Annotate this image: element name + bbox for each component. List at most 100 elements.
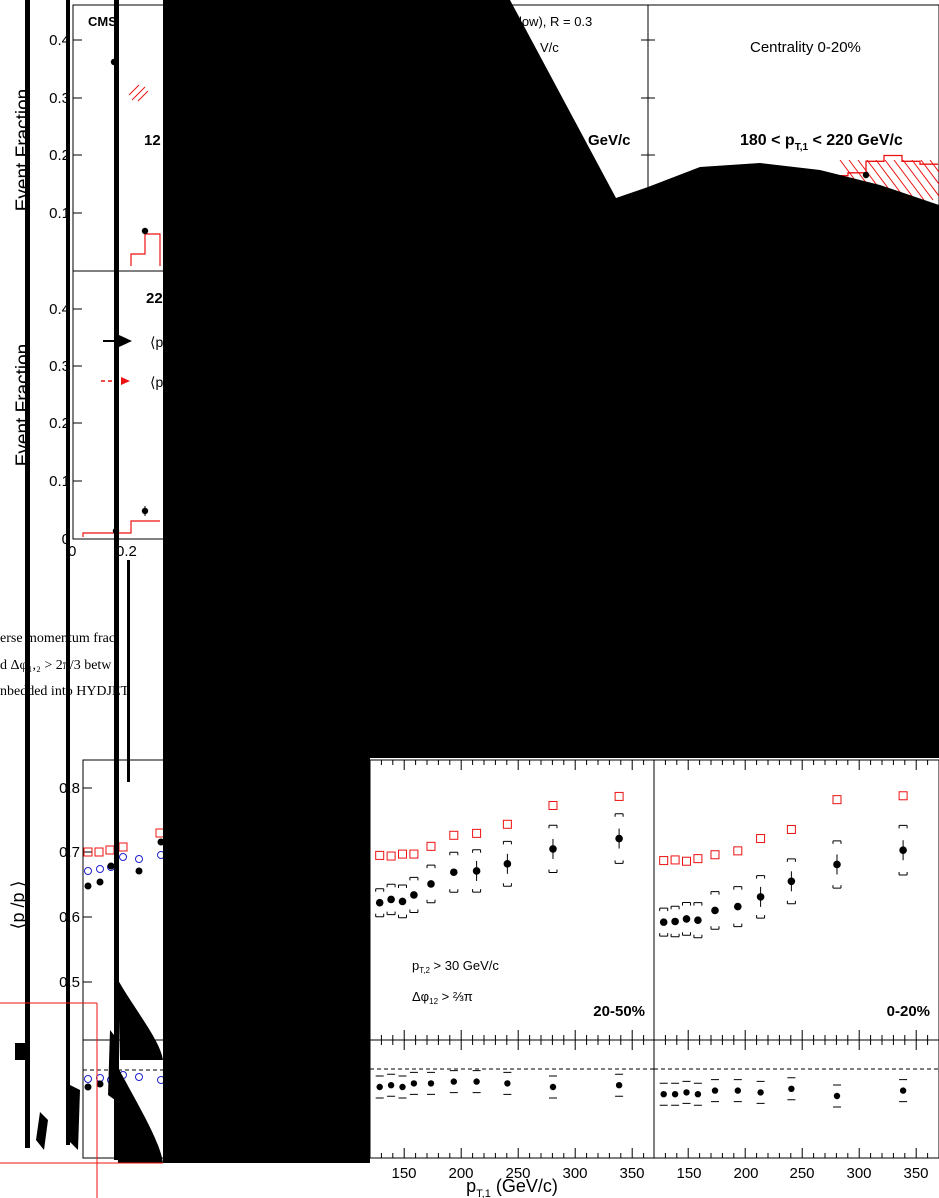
- ratio-bracket: [659, 1082, 668, 1106]
- mc-point: [449, 830, 459, 840]
- svg-text:300: 300: [846, 1165, 871, 1182]
- mc-point: [832, 795, 842, 805]
- collaboration-label: CMS: [88, 14, 117, 29]
- svg-text:0.2: 0.2: [49, 147, 70, 164]
- svg-text:300: 300: [562, 1165, 587, 1182]
- ratio-bracket: [733, 1079, 742, 1103]
- ratio-point: [711, 1087, 719, 1094]
- ratio-point: [410, 1080, 418, 1087]
- caption-line: erse momentum frac: [0, 631, 116, 646]
- svg-text:0.1: 0.1: [49, 205, 70, 222]
- ratio-bracket: [375, 1075, 384, 1099]
- systematic-bracket: [409, 876, 419, 914]
- svg-text:250: 250: [789, 1165, 814, 1182]
- bin-label-top-right: 180 < pT,1 < 220 GeV/c: [740, 132, 903, 153]
- panel-label-0-20: 0-20%: [887, 1003, 930, 1020]
- mc-point: [710, 850, 720, 860]
- caption-line: nbedded into HYDJET: [0, 684, 130, 699]
- top-left-histogram: -: [110, 33, 168, 266]
- svg-text:0.3: 0.3: [49, 90, 70, 107]
- bottom-mid-panel-marks: [375, 791, 624, 1099]
- mc-point: [386, 851, 396, 861]
- hatch-line: [884, 159, 916, 201]
- arrow-label-partial: ⟨p: [150, 374, 163, 390]
- systematic-bracket: [670, 905, 680, 938]
- mc-point: [670, 855, 680, 865]
- occlusion-shapes: [15, 0, 939, 1163]
- ratio-point: [683, 1089, 690, 1096]
- svg-text:200: 200: [733, 1165, 758, 1182]
- panel-label-20-50: 20-50%: [593, 1003, 645, 1020]
- data-point: [410, 891, 418, 899]
- hatch-line: [902, 159, 934, 201]
- ratio-bracket: [472, 1070, 481, 1094]
- svg-text:0: 0: [62, 531, 70, 548]
- ratio-point: [833, 1092, 841, 1100]
- ratio-bracket: [427, 1071, 435, 1095]
- mc-point: [426, 841, 436, 851]
- data-point: [671, 917, 679, 926]
- mc-point: [375, 850, 385, 860]
- svg-text:0.3: 0.3: [49, 358, 70, 375]
- mc-point: [756, 834, 766, 844]
- legend-hatch-swatch: [128, 84, 149, 102]
- systematic-bracket: [756, 875, 766, 919]
- svg-text:0.7: 0.7: [59, 844, 80, 861]
- ratio-bracket: [671, 1082, 680, 1106]
- hatch-line: [911, 159, 939, 197]
- svg-text:150: 150: [391, 1165, 416, 1182]
- bin-label-partial: 12: [144, 132, 161, 149]
- svg-text:0.4: 0.4: [49, 32, 70, 49]
- ratio-point: [473, 1078, 480, 1085]
- ratio-bracket: [615, 1073, 624, 1097]
- ratio-point: [615, 1082, 623, 1089]
- systematic-bracket: [548, 824, 558, 874]
- svg-text:200: 200: [448, 1165, 473, 1182]
- mc-point: [733, 846, 743, 856]
- top-y-ticks: 0.4 0.3 0.2 0.1 0.4 0.3 0.2 0.1 0: [49, 32, 70, 548]
- systematic-bracket: [786, 858, 796, 905]
- ratio-point: [660, 1091, 667, 1098]
- ratio-point: [694, 1091, 702, 1098]
- hatch-line: [920, 159, 939, 185]
- cut-label-dphi: Δφ12 > ⅔π: [412, 989, 473, 1006]
- systematic-bracket: [832, 840, 842, 889]
- ratio-bracket: [503, 1071, 512, 1095]
- ratio-bracket: [449, 1070, 458, 1094]
- bin-label-partial: 22: [146, 290, 163, 307]
- ratio-point: [376, 1083, 383, 1091]
- systematic-bracket: [693, 902, 703, 939]
- systematic-bracket: [449, 851, 459, 893]
- bin-label-partial: GeV/c: [588, 132, 631, 149]
- centrality-label: Centrality 0-20%: [750, 39, 861, 56]
- ratio-bracket: [387, 1073, 396, 1097]
- systematic-bracket: [733, 886, 743, 928]
- ratio-bracket: [787, 1077, 796, 1101]
- data-point: [694, 916, 702, 924]
- systematic-bracket: [386, 883, 396, 916]
- ratio-point: [427, 1080, 435, 1087]
- ratio-point: [399, 1083, 406, 1091]
- svg-text:250: 250: [505, 1165, 530, 1182]
- systematic-bracket: [682, 901, 691, 936]
- svg-text:0.5: 0.5: [59, 974, 80, 991]
- mc-point: [614, 791, 624, 801]
- ratio-point: [549, 1083, 557, 1091]
- ratio-bracket: [693, 1082, 702, 1106]
- ratio-bracket: [398, 1075, 407, 1099]
- cut-label-pt2: pT,2 > 30 GeV/c: [412, 958, 499, 975]
- svg-text:350: 350: [619, 1165, 644, 1182]
- svg-text:150: 150: [676, 1165, 701, 1182]
- systematic-bracket: [426, 864, 436, 904]
- systematic-bracket: [375, 888, 385, 918]
- ratio-point: [450, 1078, 457, 1085]
- systematic-bracket: [614, 813, 624, 864]
- data-point: [141, 227, 149, 235]
- header-text: Flow), R = 0.3: [511, 14, 592, 29]
- mc-point: [548, 800, 558, 810]
- ratio-bracket: [832, 1084, 841, 1108]
- caption-line: d Δφ₁,₂ > 2π/3 betw: [0, 658, 112, 673]
- bottom-right-panel-marks: [659, 791, 908, 1108]
- ratio-bracket: [899, 1079, 908, 1103]
